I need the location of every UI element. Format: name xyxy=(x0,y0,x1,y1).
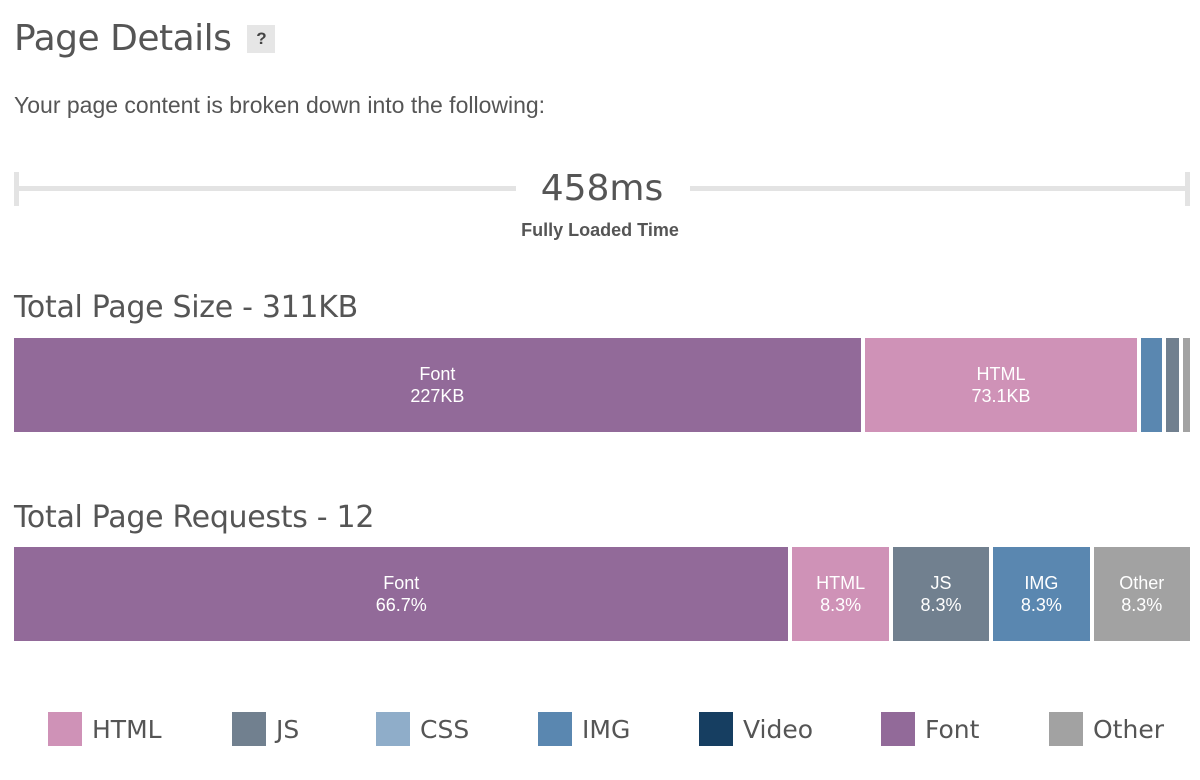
legend-swatch xyxy=(538,712,572,746)
requests-segment-font[interactable]: Font 66.7% xyxy=(14,547,789,641)
legend-label: CSS xyxy=(420,714,470,744)
requests-segment-name: Other xyxy=(1119,573,1165,593)
requests-segment-name: HTML xyxy=(816,573,866,593)
legend-label: IMG xyxy=(582,714,631,744)
page-size-bar: Font 227KB HTML 73.1KB xyxy=(14,338,1190,432)
size-segment-value: 227KB xyxy=(410,386,465,406)
size-segment-name: Font xyxy=(419,364,456,384)
size-segment-value: 73.1KB xyxy=(971,386,1031,406)
loaded-time-value: 458ms xyxy=(540,168,664,209)
page-requests-title: Total Page Requests - 12 xyxy=(14,500,375,535)
legend-swatch xyxy=(1049,712,1083,746)
loaded-time-label: Fully Loaded Time xyxy=(521,220,679,240)
requests-segment-html[interactable]: HTML 8.3% xyxy=(792,547,889,641)
legend: HTML JS CSS IMG Video Font Other xyxy=(0,712,1200,752)
requests-segment-value: 8.3% xyxy=(1020,595,1062,615)
timeline-right-line xyxy=(690,186,1190,191)
requests-segment-value: 8.3% xyxy=(920,595,962,615)
legend-label: Font xyxy=(925,714,980,744)
legend-label: Other xyxy=(1093,714,1164,744)
page-requests-bar: Font 66.7% HTML 8.3% JS 8.3% IMG 8.3% Other 8.3% xyxy=(14,547,1190,641)
requests-segment-name: IMG xyxy=(1024,573,1059,593)
legend-item-other: Other xyxy=(1049,712,1164,746)
size-segment-font[interactable]: Font 227KB xyxy=(14,338,861,432)
legend-swatch xyxy=(376,712,410,746)
timeline-left-line xyxy=(14,186,516,191)
legend-item-font: Font xyxy=(881,712,979,746)
size-segment-other[interactable] xyxy=(1182,338,1190,432)
legend-item-css: CSS xyxy=(376,712,469,746)
page-size-title: Total Page Size - 311KB xyxy=(14,290,358,325)
page-title: Page Details xyxy=(14,18,232,59)
legend-label: JS xyxy=(276,714,300,744)
size-segment-img[interactable] xyxy=(1141,338,1162,432)
requests-segment-other[interactable]: Other 8.3% xyxy=(1093,547,1190,641)
legend-swatch xyxy=(881,712,915,746)
requests-segment-name: Font xyxy=(383,573,420,593)
help-button[interactable]: ? xyxy=(247,24,276,53)
legend-swatch xyxy=(699,712,733,746)
legend-item-html: HTML xyxy=(48,712,162,746)
legend-label: Video xyxy=(743,714,814,744)
legend-swatch xyxy=(48,712,82,746)
requests-segment-value: 8.3% xyxy=(1121,595,1163,615)
timeline-right-cap xyxy=(1185,172,1190,206)
legend-item-img: IMG xyxy=(538,712,630,746)
requests-segment-js[interactable]: JS 8.3% xyxy=(892,547,990,641)
legend-swatch xyxy=(232,712,266,746)
requests-segment-img[interactable]: IMG 8.3% xyxy=(993,547,1090,641)
size-segment-js[interactable] xyxy=(1165,338,1179,432)
loaded-time-timeline: 458ms xyxy=(14,168,1190,209)
page-header: Page Details ? xyxy=(14,18,276,59)
requests-segment-value: 66.7% xyxy=(375,595,427,615)
legend-item-video: Video xyxy=(699,712,813,746)
size-segment-html[interactable]: HTML 73.1KB xyxy=(864,338,1138,432)
size-segment-name: HTML xyxy=(976,364,1026,384)
requests-segment-name: JS xyxy=(930,573,952,593)
legend-item-js: JS xyxy=(232,712,299,746)
intro-text: Your page content is broken down into th… xyxy=(14,92,546,118)
requests-segment-value: 8.3% xyxy=(820,595,862,615)
legend-label: HTML xyxy=(92,714,162,744)
